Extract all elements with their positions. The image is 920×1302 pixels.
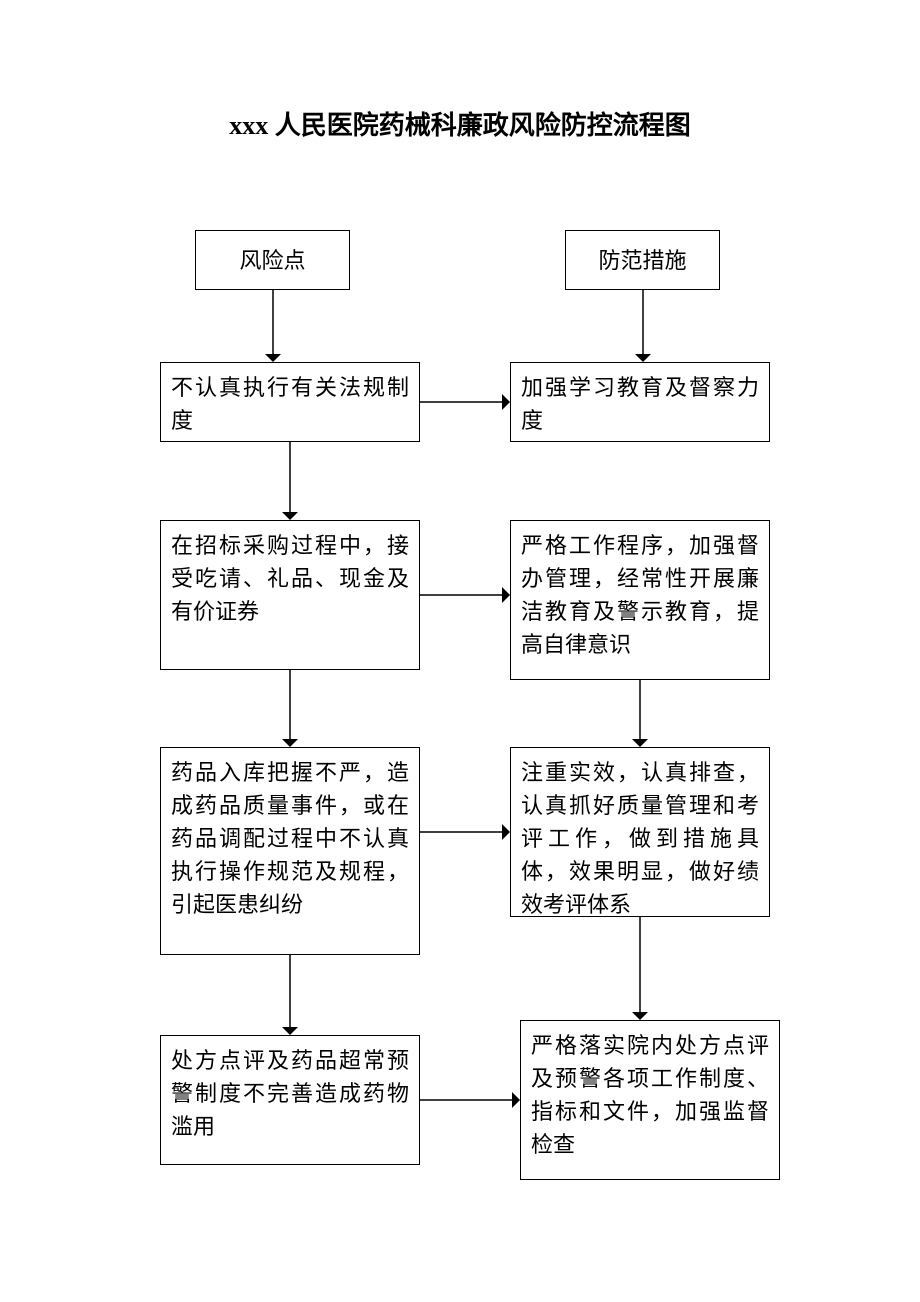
flowchart-node-h2: 防范措施 <box>565 230 720 290</box>
arrow-l2-r2 <box>420 587 510 603</box>
arrow-l1-r1 <box>420 394 510 410</box>
flowchart-node-h1: 风险点 <box>195 230 350 290</box>
arrow-l1-l2 <box>282 442 298 520</box>
arrow-l3-l4 <box>282 955 298 1035</box>
flowchart-node-r1: 加强学习教育及督察力度 <box>510 362 770 442</box>
flowchart-node-r2: 严格工作程序，加强督办管理，经常性开展廉洁教育及警示教育，提高自律意识 <box>510 520 770 680</box>
arrow-l2-l3 <box>282 670 298 747</box>
flowchart-node-l2: 在招标采购过程中，接受吃请、礼品、现金及有价证券 <box>160 520 420 670</box>
arrow-r3-r4 <box>632 917 648 1020</box>
arrow-l4-r4 <box>420 1092 520 1108</box>
arrow-l3-r3 <box>420 824 510 840</box>
flowchart-node-l1: 不认真执行有关法规制度 <box>160 362 420 442</box>
flowchart-node-l3: 药品入库把握不严，造成药品质量事件，或在药品调配过程中不认真执行操作规范及规程，… <box>160 747 420 955</box>
arrow-r2-r3 <box>632 680 648 747</box>
flowchart-node-l4: 处方点评及药品超常预警制度不完善造成药物滥用 <box>160 1035 420 1165</box>
arrow-h1-l1 <box>265 290 281 362</box>
flowchart-node-r3: 注重实效，认真排查，认真抓好质量管理和考评工作，做到措施具体，效果明显，做好绩效… <box>510 747 770 917</box>
flowchart-node-r4: 严格落实院内处方点评及预警各项工作制度、指标和文件，加强监督检查 <box>520 1020 780 1180</box>
page-title: xxx 人民医院药械科廉政风险防控流程图 <box>0 105 920 142</box>
arrow-h2-r1 <box>635 290 651 362</box>
